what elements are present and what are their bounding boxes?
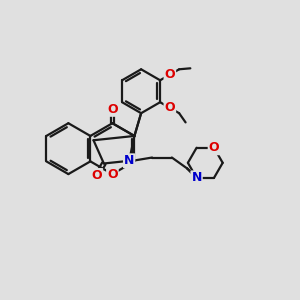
Text: O: O bbox=[107, 103, 118, 116]
Text: O: O bbox=[92, 169, 102, 182]
Text: O: O bbox=[165, 68, 175, 81]
Text: N: N bbox=[191, 171, 202, 184]
Text: N: N bbox=[124, 154, 134, 167]
Text: O: O bbox=[107, 168, 118, 181]
Text: O: O bbox=[209, 141, 219, 154]
Text: O: O bbox=[165, 101, 175, 114]
